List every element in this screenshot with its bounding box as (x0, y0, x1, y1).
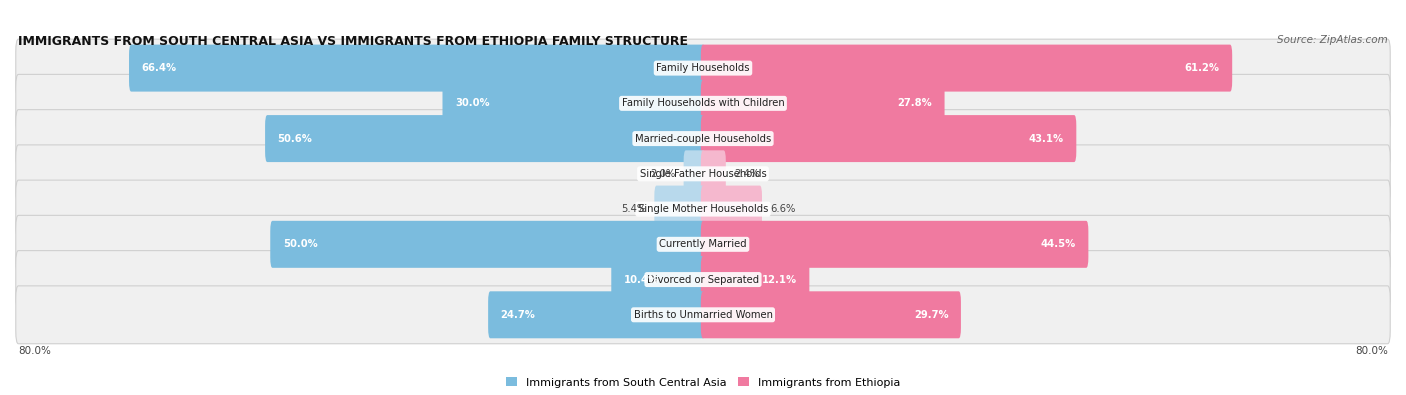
FancyBboxPatch shape (15, 215, 1391, 273)
Text: 61.2%: 61.2% (1185, 63, 1219, 73)
FancyBboxPatch shape (700, 186, 762, 233)
FancyBboxPatch shape (700, 256, 810, 303)
Text: Single Mother Households: Single Mother Households (638, 204, 768, 214)
Text: 24.7%: 24.7% (501, 310, 536, 320)
FancyBboxPatch shape (270, 221, 706, 268)
Text: 27.8%: 27.8% (897, 98, 932, 108)
FancyBboxPatch shape (129, 45, 706, 92)
Legend: Immigrants from South Central Asia, Immigrants from Ethiopia: Immigrants from South Central Asia, Immi… (502, 373, 904, 392)
Text: IMMIGRANTS FROM SOUTH CENTRAL ASIA VS IMMIGRANTS FROM ETHIOPIA FAMILY STRUCTURE: IMMIGRANTS FROM SOUTH CENTRAL ASIA VS IM… (18, 34, 689, 47)
Text: 43.1%: 43.1% (1029, 134, 1064, 144)
Text: 2.4%: 2.4% (734, 169, 759, 179)
Text: 29.7%: 29.7% (914, 310, 949, 320)
Text: 5.4%: 5.4% (621, 204, 647, 214)
FancyBboxPatch shape (266, 115, 706, 162)
Text: Family Households: Family Households (657, 63, 749, 73)
FancyBboxPatch shape (700, 115, 1077, 162)
Text: 50.0%: 50.0% (283, 239, 318, 249)
Text: 44.5%: 44.5% (1040, 239, 1076, 249)
FancyBboxPatch shape (15, 286, 1391, 344)
Text: Currently Married: Currently Married (659, 239, 747, 249)
Text: 80.0%: 80.0% (18, 346, 51, 356)
FancyBboxPatch shape (700, 291, 960, 338)
Text: Divorced or Separated: Divorced or Separated (647, 275, 759, 284)
FancyBboxPatch shape (654, 186, 706, 233)
FancyBboxPatch shape (488, 291, 706, 338)
FancyBboxPatch shape (683, 150, 706, 198)
Text: Married-couple Households: Married-couple Households (636, 134, 770, 144)
Text: Family Households with Children: Family Households with Children (621, 98, 785, 108)
Text: 10.4%: 10.4% (624, 275, 659, 284)
Text: 80.0%: 80.0% (1355, 346, 1388, 356)
FancyBboxPatch shape (15, 250, 1391, 308)
FancyBboxPatch shape (700, 221, 1088, 268)
Text: 2.0%: 2.0% (650, 169, 675, 179)
FancyBboxPatch shape (443, 80, 706, 127)
Text: Source: ZipAtlas.com: Source: ZipAtlas.com (1277, 34, 1388, 45)
Text: 66.4%: 66.4% (142, 63, 177, 73)
FancyBboxPatch shape (15, 74, 1391, 132)
Text: Births to Unmarried Women: Births to Unmarried Women (634, 310, 772, 320)
Text: Single Father Households: Single Father Households (640, 169, 766, 179)
FancyBboxPatch shape (700, 45, 1232, 92)
FancyBboxPatch shape (700, 80, 945, 127)
Text: 6.6%: 6.6% (770, 204, 796, 214)
FancyBboxPatch shape (15, 145, 1391, 203)
FancyBboxPatch shape (15, 180, 1391, 238)
FancyBboxPatch shape (15, 110, 1391, 167)
Text: 30.0%: 30.0% (456, 98, 489, 108)
Text: 50.6%: 50.6% (277, 134, 312, 144)
FancyBboxPatch shape (700, 150, 725, 198)
FancyBboxPatch shape (612, 256, 706, 303)
FancyBboxPatch shape (15, 39, 1391, 97)
Text: 12.1%: 12.1% (762, 275, 797, 284)
